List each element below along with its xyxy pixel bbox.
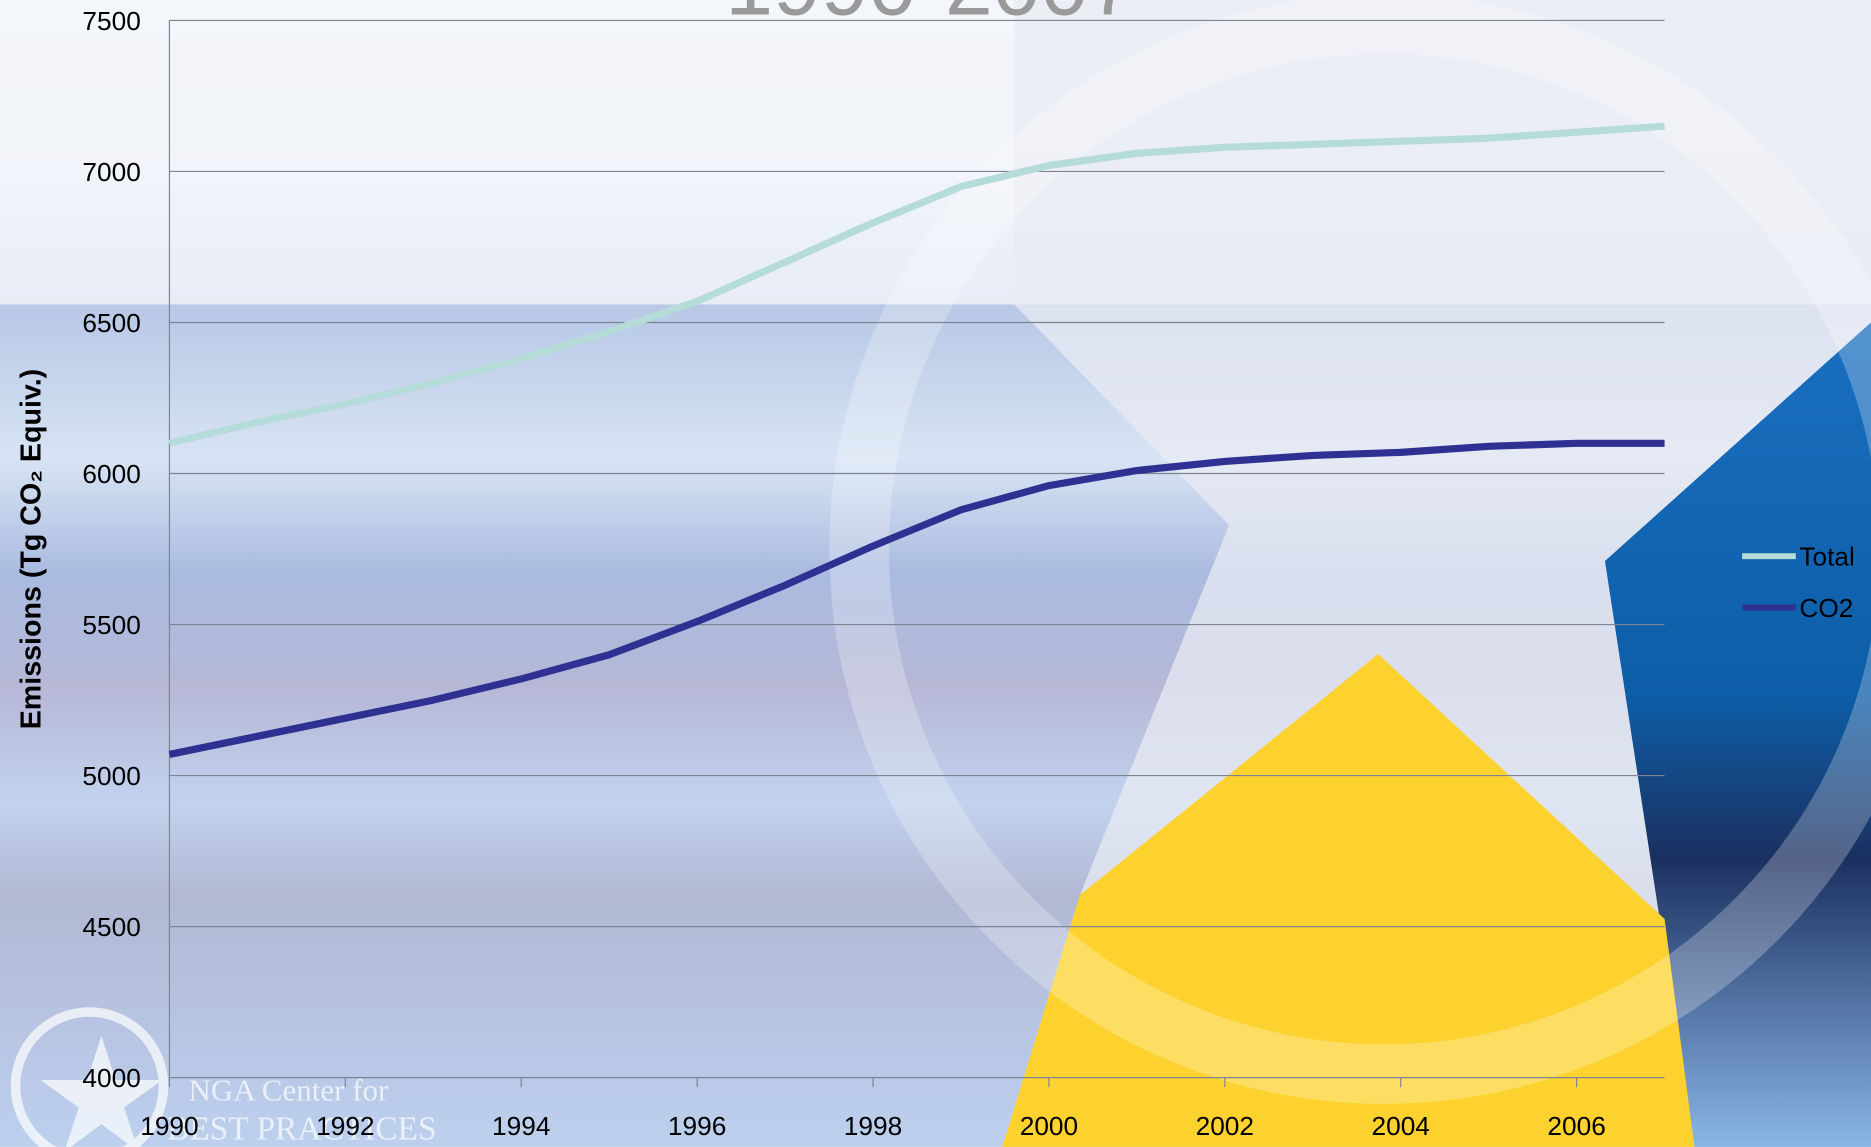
x-tick-label: 1996 (668, 1111, 726, 1141)
y-tick-label: 5500 (82, 610, 140, 640)
x-tick-label: 2004 (1372, 1111, 1430, 1141)
x-tick-label: 1992 (316, 1111, 374, 1141)
y-tick-label: 4000 (82, 1063, 140, 1093)
y-tick-label: 7000 (82, 157, 140, 187)
y-tick-label: 6000 (82, 459, 140, 489)
x-tick-label: 1998 (844, 1111, 902, 1141)
x-tick-label: 2002 (1196, 1111, 1254, 1141)
x-tick-label: 2000 (1020, 1111, 1078, 1141)
y-tick-label: 7500 (82, 6, 140, 36)
plot: 4000 4500 5000 5500 6000 6500 7000 7500 1990 1992… (82, 6, 1854, 1141)
x-tick-label: 1990 (140, 1111, 198, 1141)
x-tick-label: 2006 (1547, 1111, 1605, 1141)
series-line (168, 439, 1665, 758)
y-axis-label: Emissions (Tg CO₂ Equiv.) (16, 369, 48, 730)
legend-label: Total (1799, 542, 1854, 572)
logo-ring (10, 1007, 169, 1147)
legend-label: CO2 (1799, 593, 1853, 623)
series-line (168, 122, 1665, 447)
blue-shape (1604, 322, 1871, 1147)
y-tick-label: 5000 (82, 761, 140, 791)
y-tick-label: 6500 (82, 308, 140, 338)
y-tick-label: 4500 (82, 912, 140, 942)
logo-star (40, 1035, 163, 1147)
yellow-shape (1002, 654, 1695, 1147)
x-tick-label: 1994 (492, 1111, 550, 1141)
logo-text: BEST PRACTICES (167, 1111, 437, 1147)
chart-title: 1990-2007 (725, 0, 1136, 33)
